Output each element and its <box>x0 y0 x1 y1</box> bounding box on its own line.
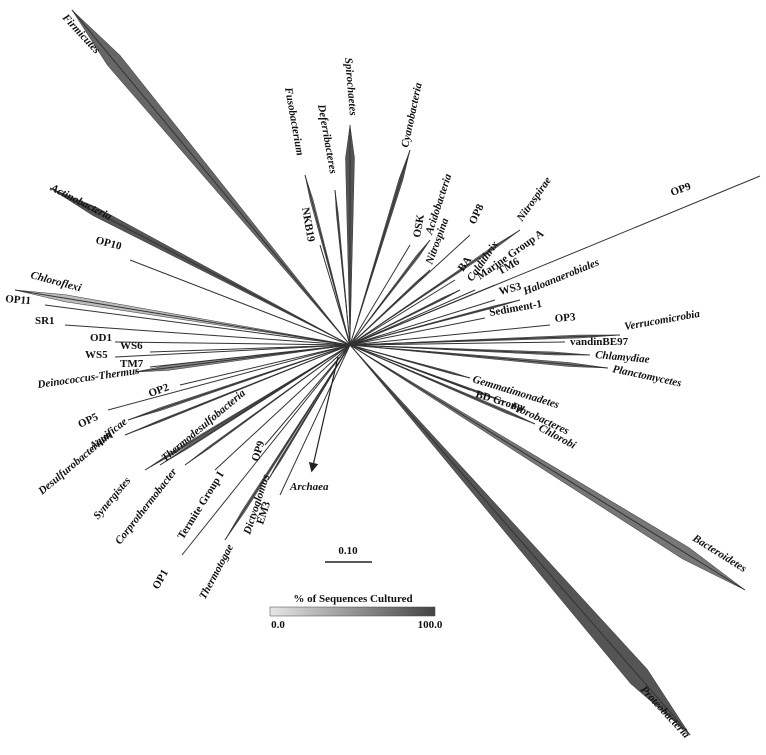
branch <box>134 344 351 373</box>
taxon-label: Chloroflexi <box>29 269 83 294</box>
branch <box>107 344 351 411</box>
branch <box>334 189 351 346</box>
taxon-label: Spirochaetes <box>342 57 359 116</box>
taxon-label: WS5 <box>85 349 108 361</box>
taxon-label: Thermotogae <box>197 542 236 601</box>
branch <box>349 344 609 369</box>
branch <box>349 317 486 346</box>
taxon-label: Deferribacteres <box>315 102 339 174</box>
taxon-label: Cyanobacteria <box>399 81 425 149</box>
branch <box>71 9 351 346</box>
branch <box>267 344 351 481</box>
taxon-label: Synergistes <box>91 475 133 522</box>
branch <box>144 344 351 471</box>
taxon-label: Haloanaerobiales <box>521 256 601 298</box>
branch <box>149 344 351 368</box>
legend-gradient <box>269 606 436 617</box>
branch <box>349 299 521 346</box>
branch <box>349 289 476 346</box>
taxon-label: OP9 <box>669 180 693 199</box>
taxon-label: SR1 <box>35 315 55 327</box>
branch <box>349 344 471 391</box>
branch <box>224 344 351 541</box>
branch <box>349 344 591 356</box>
taxon-label: Nitrospirae <box>514 175 554 225</box>
taxon-label: Proteobacteria <box>638 684 693 741</box>
taxon-label: Deinococcus-Thermus <box>36 365 140 391</box>
branch <box>349 239 431 346</box>
taxon-label: OP3 <box>554 311 576 325</box>
taxon-label: OSK <box>411 213 427 238</box>
branch <box>124 344 351 436</box>
branch <box>349 344 471 379</box>
branch <box>179 344 351 386</box>
branch <box>349 269 431 346</box>
branch <box>184 344 351 466</box>
taxon-label: Planctomycetes <box>611 363 682 389</box>
branch <box>159 344 351 466</box>
taxon-label: Verrucomicrobia <box>623 308 701 333</box>
branch <box>181 344 351 556</box>
taxon-label: OP9 <box>249 439 267 463</box>
branch <box>349 299 496 346</box>
outgroup-arrow <box>308 356 339 473</box>
branch <box>349 229 521 346</box>
legend-max: 100.0 <box>418 619 443 631</box>
branch <box>114 344 351 358</box>
branch <box>349 244 411 346</box>
taxon-label: Fusobacterium <box>282 85 306 157</box>
branch <box>304 174 351 346</box>
branch <box>14 289 351 346</box>
legend-min: 0.0 <box>271 619 285 631</box>
branch <box>349 344 536 425</box>
branch <box>349 344 746 591</box>
branch <box>349 149 411 346</box>
branch <box>349 284 496 346</box>
taxon-label: OP8 <box>467 202 487 226</box>
branch <box>149 344 351 353</box>
taxon-label: Actinobacteria <box>48 182 114 224</box>
branch <box>349 341 566 346</box>
taxon-label: Archaea <box>289 481 329 493</box>
branch <box>349 334 621 346</box>
taxon-label: WS6 <box>120 340 143 352</box>
branch <box>129 259 351 346</box>
legend-title: % of Sequences Cultured <box>293 593 412 605</box>
taxon-label: OP5 <box>76 411 100 431</box>
taxon-label: Bacteroidetes <box>690 532 749 575</box>
branch <box>349 289 461 346</box>
taxon-label: OD1 <box>90 332 112 344</box>
taxon-label: Thermodesulfobacteria <box>159 387 248 464</box>
taxon-label: OP11 <box>5 293 32 307</box>
branch <box>49 187 351 346</box>
branch <box>127 344 351 421</box>
branch <box>349 344 691 736</box>
branch <box>349 279 456 346</box>
branch <box>279 344 351 496</box>
branch <box>114 341 351 346</box>
branch <box>44 304 351 346</box>
branch <box>64 324 351 346</box>
branch <box>264 344 351 446</box>
taxon-label: OP1 <box>150 568 171 592</box>
taxon-label: OP10 <box>94 234 123 253</box>
taxon-label: WS3 <box>498 280 523 298</box>
branch <box>214 344 351 471</box>
branch <box>349 324 551 346</box>
taxon-label: Chlamydiae <box>595 349 650 366</box>
taxon-label: TM7 <box>120 358 144 370</box>
scale-label: 0.10 <box>338 545 358 557</box>
taxon-label: Desulfurobacterium <box>35 429 114 498</box>
taxon-label: OP2 <box>147 381 171 400</box>
branch <box>319 244 351 346</box>
taxon-label: vandinBE97 <box>570 336 629 348</box>
